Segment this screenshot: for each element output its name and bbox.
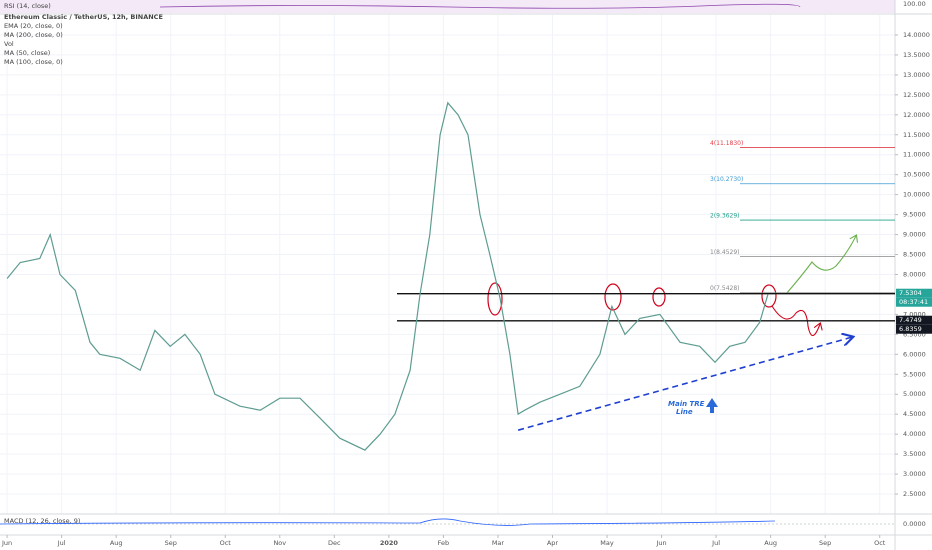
fib-label: 4(11.1830) — [710, 140, 743, 147]
x-tick-label: Jun — [655, 539, 666, 547]
price-tag — [896, 315, 932, 325]
x-tick-label: Aug — [110, 539, 123, 547]
indicator-label: MA (50, close) — [4, 49, 50, 57]
annotation: Main TRE — [668, 400, 705, 408]
y-tick-label: 8.5000 — [903, 251, 926, 259]
y-tick-label: 3.0000 — [903, 470, 926, 478]
rsi-band — [0, 0, 895, 13]
rsi-label: RSI (14, close) — [4, 2, 51, 10]
highlight-circle — [652, 287, 666, 307]
y-tick-label: 3.5000 — [903, 450, 926, 458]
fib-label: 1(8.4529) — [710, 249, 740, 256]
indicator-label: MA (100, close, 0) — [4, 58, 63, 66]
x-tick-label: Dec — [328, 539, 341, 547]
price-tag — [896, 324, 932, 334]
trend-line — [517, 337, 852, 431]
countdown-tag — [896, 297, 932, 307]
indicator-label: Vol — [4, 40, 14, 48]
drawings — [487, 236, 856, 413]
price-line — [6, 101, 769, 451]
y-tick-label: 7.0000 — [903, 310, 926, 318]
y-tick-label: 12.0000 — [903, 111, 930, 119]
fib-label: 0(7.5428) — [710, 285, 740, 292]
y-tick-label: 4.0000 — [903, 430, 926, 438]
y-tick-label: 14.0000 — [903, 31, 930, 39]
x-tick-label: Jul — [711, 539, 720, 547]
indicator-label: EMA (20, close, 0) — [4, 22, 63, 30]
x-tick-label: Oct — [220, 539, 232, 547]
y-tick-label: 8.0000 — [903, 270, 926, 278]
x-tick-label: Apr — [547, 539, 559, 547]
x-tick-label: Nov — [273, 539, 286, 547]
y-tick-label: 12.5000 — [903, 91, 930, 99]
macd-label: MACD (12, 26, close, 9) — [4, 517, 80, 525]
x-tick-label: May — [600, 539, 614, 547]
x-tick-label: Jul — [57, 539, 66, 547]
x-tick-label: Sep — [819, 539, 831, 547]
fib-label: 3(10.2730) — [710, 176, 743, 183]
y-tick-label: 6.5000 — [903, 330, 926, 338]
y-tick-label: 11.5000 — [903, 131, 930, 139]
y-tick-label: 4.5000 — [903, 410, 926, 418]
price-tag — [896, 288, 932, 298]
y-tick-label: 6.0000 — [903, 350, 926, 358]
price-tag-label: 7.4749 — [899, 316, 922, 324]
y-tick-label: 13.0000 — [903, 71, 930, 79]
highlight-circle — [487, 282, 503, 316]
x-tick-label: Feb — [438, 539, 450, 547]
macd-axis-label: 0.0000 — [903, 520, 926, 528]
indicator-label: MA (200, close, 0) — [4, 31, 63, 39]
x-tick-label: Sep — [165, 539, 177, 547]
countdown-label: 08:37:41 — [899, 298, 928, 306]
rsi-axis-label: 100.00 — [903, 0, 926, 8]
fib-label: 2(9.3629) — [710, 213, 740, 220]
annotation: Line — [676, 408, 693, 416]
y-tick-label: 9.5000 — [903, 211, 926, 219]
indicator-legend: EMA (20, close, 0)MA (200, close, 0)VolM… — [4, 22, 63, 66]
y-tick-label: 2.5000 — [903, 490, 926, 498]
macd-line — [0, 518, 776, 526]
y-tick-label: 10.5000 — [903, 171, 930, 179]
price-tag-label: 7.5304 — [899, 289, 922, 297]
x-tick-label: Mar — [492, 539, 505, 547]
y-tick-label: 11.0000 — [903, 151, 930, 159]
y-tick-label: 5.0000 — [903, 390, 926, 398]
chart-title: Ethereum Classic / TetherUS, 12h, BINANC… — [4, 13, 163, 21]
arrow-icon — [706, 398, 718, 413]
x-tick-label: Oct — [874, 539, 886, 547]
x-tick-label: Aug — [764, 539, 777, 547]
price-tag-label: 6.8359 — [899, 325, 922, 333]
projection-path — [771, 305, 820, 337]
y-tick-label: 9.0000 — [903, 231, 926, 239]
highlight-circle — [761, 284, 777, 308]
y-tick-label: 10.0000 — [903, 191, 930, 199]
x-tick-label: Jun — [1, 539, 12, 547]
x-tick-label: 2020 — [380, 539, 399, 547]
rsi-line — [159, 3, 801, 9]
y-tick-label: 13.5000 — [903, 51, 930, 59]
y-tick-label: 5.5000 — [903, 370, 926, 378]
projection-path — [785, 236, 856, 295]
